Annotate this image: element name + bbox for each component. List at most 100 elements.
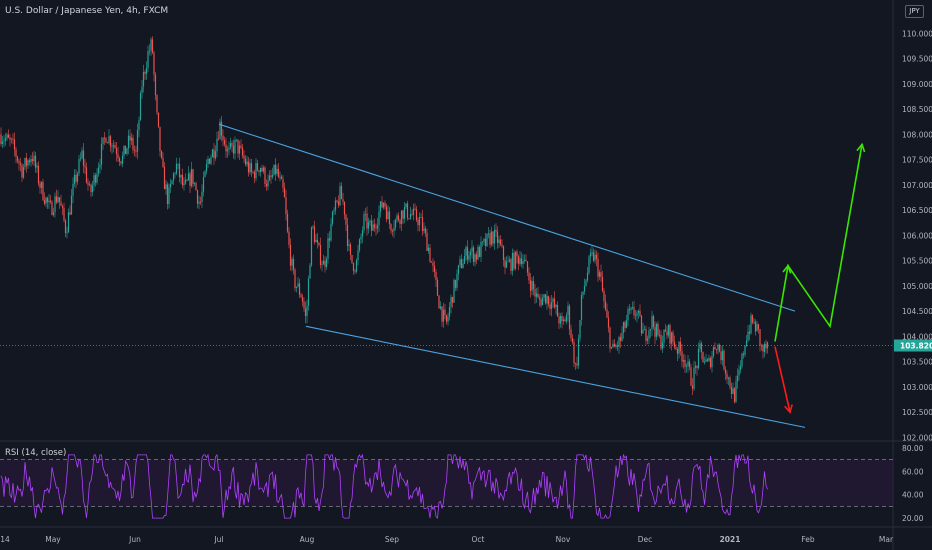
candle-body — [121, 155, 124, 164]
candle-body — [505, 261, 508, 268]
candle-body — [448, 306, 451, 317]
candle-body — [664, 329, 667, 332]
rsi-pane: 80.00 60.00 40.00 20.00 — [0, 444, 924, 523]
candle-body — [361, 230, 364, 237]
candle-body — [180, 175, 182, 178]
candle-body — [25, 157, 28, 166]
candle-body — [355, 260, 358, 272]
candle-body — [691, 385, 694, 389]
candle-body — [451, 297, 454, 303]
candle-body — [145, 68, 148, 74]
candle-body — [375, 227, 377, 229]
candle-body — [286, 214, 289, 232]
candle-body — [532, 281, 535, 290]
candle-body — [351, 255, 353, 263]
candle-body — [174, 173, 176, 175]
candle-body — [120, 161, 122, 164]
candle-body — [259, 168, 262, 172]
candle-body — [268, 175, 271, 181]
candle-body — [108, 136, 110, 144]
candle-body — [229, 143, 232, 148]
candle-body — [258, 170, 260, 172]
candle-body — [603, 290, 605, 302]
candle-body — [97, 167, 100, 174]
candle-body — [385, 206, 388, 220]
candle-body — [528, 272, 530, 281]
candle-body — [213, 149, 215, 159]
candle-body — [517, 256, 520, 264]
candle-body — [645, 329, 647, 341]
candle-body — [726, 373, 728, 379]
candle-body — [513, 252, 515, 269]
candle-body — [577, 338, 580, 366]
candle-body — [315, 239, 317, 243]
candle-body — [153, 52, 155, 75]
candle-body — [297, 283, 299, 287]
candle-body — [573, 342, 575, 364]
candle-body — [363, 213, 365, 231]
candle-body — [475, 254, 478, 260]
candle-body — [76, 173, 79, 182]
candle-body — [418, 217, 421, 226]
candle-body — [198, 201, 200, 204]
candle-body — [288, 231, 290, 245]
candle-body — [447, 316, 449, 322]
candle-body — [415, 209, 418, 221]
candle-body — [409, 214, 412, 219]
candle-body — [28, 160, 31, 163]
candle-body — [394, 219, 397, 228]
candle-body — [124, 145, 127, 155]
channel-trendline — [218, 123, 796, 312]
candle-body — [697, 348, 700, 369]
candle-body — [9, 137, 11, 140]
candle-body — [687, 361, 689, 366]
candle-body — [598, 272, 601, 277]
candle-body — [144, 72, 146, 74]
candle-body — [588, 256, 590, 273]
currency-badge[interactable]: JPY — [905, 5, 924, 18]
chart-title: U.S. Dollar / Japanese Yen, 4h, FXCM — [5, 6, 169, 16]
candle-body — [414, 208, 416, 210]
time-tick-label: 14 — [0, 535, 10, 544]
candle-body — [766, 341, 769, 349]
candle-body — [300, 294, 302, 298]
candle-body — [676, 349, 679, 354]
candle-body — [729, 377, 731, 388]
candle-body — [93, 175, 95, 186]
rsi-tick-label: 60.00 — [902, 467, 924, 476]
candle-body — [37, 165, 40, 184]
candle-body — [226, 149, 229, 152]
candle-body — [586, 272, 589, 281]
candle-body — [303, 301, 305, 309]
candle-body — [139, 93, 142, 121]
candle-body — [240, 145, 242, 148]
candle-body — [765, 343, 767, 349]
candle-body — [342, 199, 344, 202]
candle-body — [141, 86, 143, 94]
candle-body — [627, 309, 629, 321]
candle-body — [754, 321, 757, 332]
candle-body — [657, 323, 659, 336]
candle-body — [630, 307, 632, 311]
candle-body — [391, 230, 394, 232]
candle-body — [61, 205, 64, 208]
candle-body — [405, 203, 407, 208]
candle-body — [454, 279, 457, 288]
candle-body — [457, 265, 460, 274]
candle-body — [51, 201, 53, 215]
candle-body — [283, 187, 286, 198]
candle-body — [367, 222, 370, 229]
candle-body — [33, 155, 35, 162]
candle-body — [333, 210, 335, 212]
time-tick-label: Jun — [128, 535, 141, 544]
candle-body — [468, 255, 470, 260]
candle-body — [307, 278, 310, 306]
candle-body — [651, 316, 653, 329]
candle-body — [442, 309, 445, 322]
candle-body — [246, 161, 248, 165]
candle-body — [364, 213, 367, 215]
candle-body — [352, 262, 355, 271]
candle-body — [168, 187, 170, 205]
candle-body — [631, 307, 634, 308]
